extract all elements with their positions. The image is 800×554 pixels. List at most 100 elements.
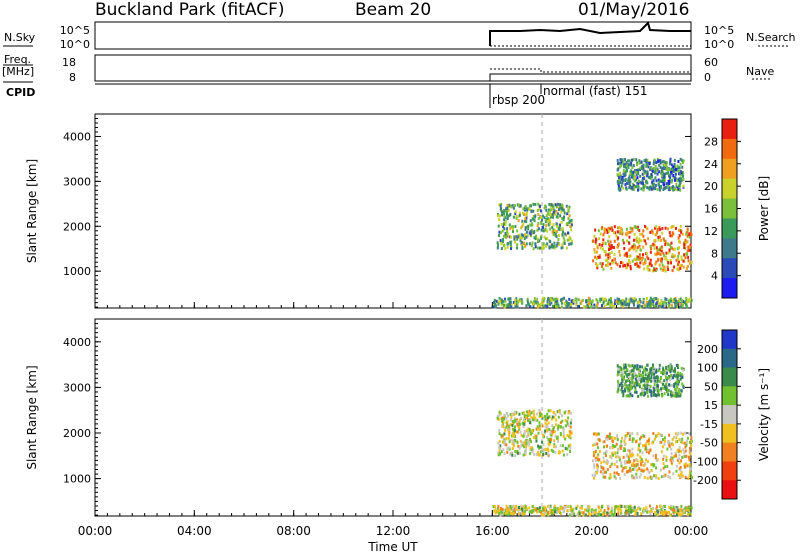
echo-cell bbox=[546, 211, 549, 215]
echo-cell bbox=[556, 305, 559, 309]
nave-tick-top: 60 bbox=[704, 56, 718, 69]
echo-cell bbox=[561, 419, 564, 423]
echo-cell bbox=[639, 380, 642, 384]
echo-cell bbox=[521, 243, 524, 247]
echo-cell bbox=[677, 394, 680, 398]
echo-cell bbox=[628, 248, 631, 252]
echo-cell bbox=[628, 254, 631, 258]
echo-cell bbox=[663, 379, 666, 383]
echo-cell bbox=[648, 301, 651, 305]
echo-cell bbox=[669, 297, 672, 301]
echo-cell bbox=[639, 256, 642, 260]
echo-cell bbox=[640, 239, 643, 243]
echo-cell bbox=[644, 158, 647, 162]
echo-cell bbox=[616, 438, 619, 442]
echo-cell bbox=[510, 247, 513, 251]
echo-cell bbox=[669, 378, 672, 382]
echo-cell bbox=[617, 168, 620, 172]
colorbar-segment bbox=[722, 278, 737, 299]
echo-cell bbox=[542, 452, 545, 456]
echo-cell bbox=[601, 243, 604, 247]
echo-cell bbox=[646, 181, 649, 185]
echo-cell bbox=[558, 206, 561, 210]
echo-cell bbox=[554, 203, 557, 207]
echo-cell bbox=[642, 188, 645, 192]
echo-cell bbox=[647, 175, 650, 179]
echo-cell bbox=[502, 234, 505, 238]
echo-cell bbox=[613, 451, 616, 455]
echo-cell bbox=[637, 394, 640, 398]
echo-cell bbox=[650, 508, 653, 512]
echo-cell bbox=[498, 445, 501, 449]
echo-cell bbox=[516, 237, 519, 241]
echo-cell bbox=[630, 380, 633, 384]
echo-cell bbox=[675, 182, 678, 186]
echo-cell bbox=[553, 298, 556, 302]
echo-cell bbox=[601, 247, 604, 251]
echo-cell bbox=[511, 511, 514, 515]
echo-cell bbox=[686, 264, 689, 268]
echo-cell bbox=[620, 504, 623, 508]
echo-cell bbox=[540, 228, 543, 232]
echo-cell bbox=[531, 429, 534, 433]
echo-cell bbox=[512, 512, 515, 516]
echo-cell bbox=[497, 234, 500, 238]
echo-cell bbox=[666, 447, 669, 451]
echo-cell bbox=[605, 459, 608, 463]
echo-cell bbox=[594, 449, 597, 453]
echo-cell bbox=[544, 220, 547, 224]
echo-cell bbox=[523, 237, 526, 241]
echo-cell bbox=[619, 261, 622, 265]
echo-cell bbox=[656, 172, 659, 176]
echo-cell bbox=[596, 264, 599, 268]
echo-cell bbox=[587, 299, 590, 303]
echo-cell bbox=[545, 244, 548, 248]
echo-cell bbox=[646, 467, 649, 471]
echo-cell bbox=[669, 458, 672, 462]
echo-cell bbox=[613, 252, 616, 256]
echo-cell bbox=[549, 409, 552, 413]
echo-cell bbox=[552, 304, 555, 308]
echo-cell bbox=[542, 433, 545, 437]
echo-cell bbox=[619, 368, 622, 372]
nave-label: Nave bbox=[746, 65, 775, 78]
echo-cell bbox=[679, 264, 682, 268]
echo-cell bbox=[621, 389, 624, 393]
echo-cell bbox=[498, 230, 501, 234]
echo-cell bbox=[609, 472, 612, 476]
echo-cell bbox=[641, 371, 644, 375]
echo-cell bbox=[569, 505, 572, 509]
echo-cell bbox=[659, 433, 662, 437]
colorbar-tick-label: 8 bbox=[711, 247, 718, 260]
echo-cell bbox=[520, 233, 523, 237]
echo-cell bbox=[646, 255, 649, 259]
echo-cell bbox=[639, 166, 642, 170]
echo-cell bbox=[682, 174, 685, 178]
echo-cell bbox=[505, 437, 508, 441]
echo-cell bbox=[658, 163, 661, 167]
echo-cell bbox=[674, 369, 677, 373]
echo-cell bbox=[504, 299, 507, 303]
echo-cell bbox=[638, 237, 641, 241]
echo-cell bbox=[498, 432, 501, 436]
echo-cell bbox=[646, 460, 649, 464]
echo-cell bbox=[552, 211, 555, 215]
echo-cell bbox=[616, 245, 619, 249]
echo-cell bbox=[500, 303, 503, 307]
echo-cell bbox=[515, 419, 518, 423]
echo-cell bbox=[546, 412, 549, 416]
echo-cell bbox=[525, 444, 528, 448]
echo-cell bbox=[542, 299, 545, 303]
echo-cell bbox=[680, 257, 683, 261]
echo-cell bbox=[512, 300, 515, 304]
echo-cell bbox=[493, 509, 496, 513]
echo-cell bbox=[654, 233, 657, 237]
echo-cell bbox=[559, 450, 562, 454]
echo-cell bbox=[619, 442, 622, 446]
echo-cell bbox=[509, 418, 512, 422]
echo-cell bbox=[664, 239, 667, 243]
echo-cell bbox=[509, 452, 512, 456]
echo-cell bbox=[689, 471, 692, 475]
echo-cell bbox=[643, 476, 646, 480]
echo-cell bbox=[623, 174, 626, 178]
